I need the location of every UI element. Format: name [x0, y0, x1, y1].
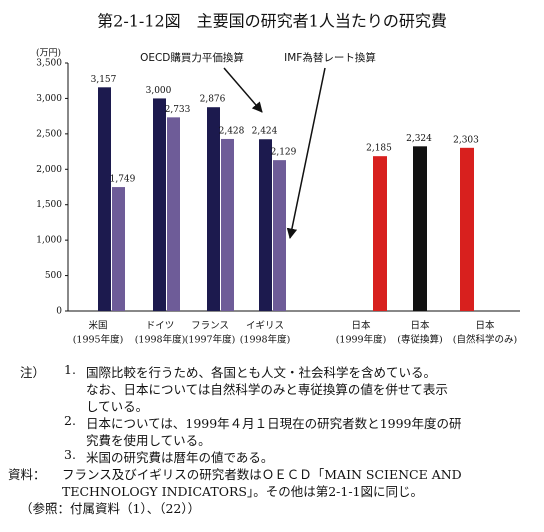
value-label: 2,428 [219, 126, 245, 136]
value-label: 3,000 [146, 86, 172, 96]
bar [460, 147, 474, 311]
y-tick-label: 500 [45, 271, 62, 281]
x-tick-sublabel: (1997年度) [185, 334, 236, 346]
x-tick-sublabel: (1999年度) [336, 334, 387, 346]
x-tick-sublabel: (1998年度) [135, 334, 186, 346]
notes-label: 注） [20, 365, 46, 380]
bar [112, 187, 125, 311]
y-tick-label: 3,000 [36, 94, 62, 104]
reference: （参照：付属資料（1）、（22）） [20, 501, 201, 516]
value-label: 2,129 [271, 148, 297, 158]
series-annotation: OECD購買力平価換算 [140, 51, 244, 64]
note-number: 1. [64, 362, 76, 377]
y-tick-label: 2,000 [36, 165, 62, 175]
annotation-arrow [286, 67, 326, 240]
x-tick-sublabel: (自然科学のみ) [453, 334, 517, 346]
value-label: 2,424 [252, 127, 278, 137]
y-tick-label: 3,500 [36, 59, 62, 69]
bar [167, 117, 180, 311]
x-tick-label: 米国 [88, 320, 107, 332]
value-label: 2,185 [366, 144, 392, 154]
note-line: 米国の研究費は暦年の値である。 [86, 450, 274, 465]
unit-label: (万円) [36, 48, 61, 59]
source-label: 資料： [8, 467, 46, 482]
value-label: 2,303 [453, 135, 479, 145]
chart-title: 第2-1-12図 主要国の研究者1人当たりの研究費 [97, 12, 447, 31]
chart: 第2-1-12図 主要国の研究者1人当たりの研究費 (万円) OECD購買力平価… [36, 12, 520, 346]
note-line: 究費を使用している。 [86, 433, 211, 448]
x-tick-sublabel: (1998年度) [240, 334, 291, 346]
bar [207, 107, 220, 311]
x-tick-label: 日本 [351, 320, 371, 332]
value-label: 2,324 [406, 134, 432, 144]
x-tick-sublabel: (1995年度) [73, 334, 124, 346]
value-label: 2,876 [200, 95, 226, 105]
x-tick-label: イギリス [246, 321, 284, 332]
y-tick-label: 0 [56, 307, 62, 317]
bar [413, 146, 427, 311]
source-line: TECHNOLOGY INDICATORS」。その他は第2-1-1図に同じ。 [62, 484, 424, 499]
source-line: フランス及びイギリスの研究者数はＯＥＣＤ「MAIN SCIENCE AND [62, 467, 462, 482]
note-line: している。 [86, 399, 149, 414]
value-label: 1,749 [110, 175, 136, 185]
note-line: 国際比較を行うため、各国とも人文・社会科学を含めている。 [86, 365, 437, 380]
y-tick-label: 1,000 [36, 236, 62, 246]
x-tick-sublabel: (専従換算) [397, 334, 442, 346]
note-line: なお、日本については自然科学のみと専従換算の値を併せて表示 [86, 382, 448, 397]
y-tick-label: 1,500 [36, 200, 62, 210]
x-tick-label: ドイツ [146, 321, 175, 332]
value-label: 2,733 [165, 105, 191, 115]
note-line: 日本については、1999年４月１日現在の研究者数と1999年度の研 [86, 416, 462, 431]
bar [221, 138, 234, 311]
bar [259, 139, 272, 311]
note-number: 3. [64, 447, 76, 462]
bar [98, 87, 111, 311]
bar [153, 98, 166, 311]
series-annotation: IMF為替レート換算 [284, 51, 376, 64]
note-number: 2. [64, 413, 76, 428]
value-label: 3,157 [91, 75, 117, 85]
bar [273, 160, 286, 311]
x-tick-label: フランス [191, 321, 229, 332]
bar [373, 156, 387, 311]
x-tick-label: 日本 [410, 320, 430, 332]
x-tick-label: 日本 [475, 320, 495, 332]
annotation-arrow [223, 67, 263, 113]
y-tick-label: 2,500 [36, 129, 62, 139]
